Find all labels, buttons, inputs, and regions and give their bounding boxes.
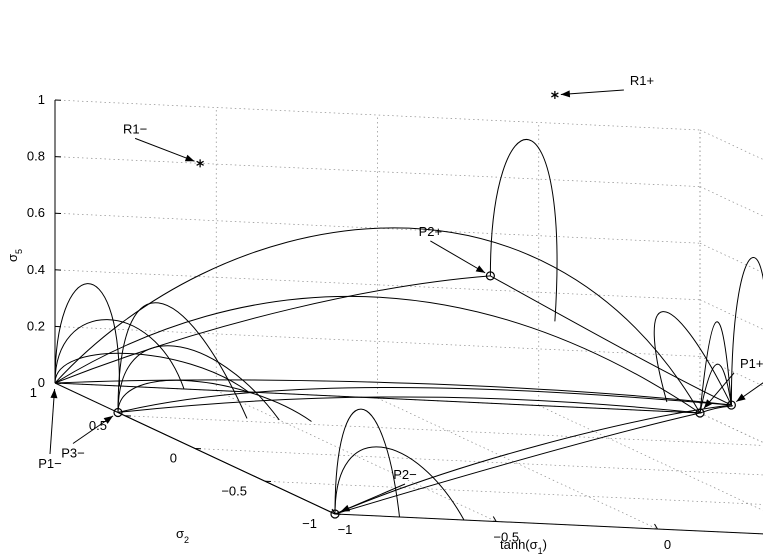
trajectory-line: [54, 295, 701, 414]
point-label: P1+: [740, 356, 763, 371]
equilibrium-marker: [695, 408, 705, 418]
trajectory-line: [54, 275, 491, 384]
y-axis-label: σ2: [176, 526, 189, 545]
trajectory-line: [653, 311, 732, 406]
asterisk-marker: [551, 90, 559, 99]
trajectory-line: [54, 227, 701, 414]
trajectory-line: [54, 352, 249, 393]
x-tick-label: −0.5: [493, 530, 519, 545]
trajectory-layer: [54, 138, 763, 521]
trajectory-line: [117, 386, 732, 413]
marker-layer: [113, 90, 736, 519]
trajectory-line: [334, 404, 732, 515]
z-tick-label: 0.4: [27, 262, 45, 277]
trajectory-line: [334, 408, 400, 518]
annotation-arrow: [430, 240, 486, 274]
point-label: P1−: [38, 456, 62, 471]
trajectory-line: [54, 379, 732, 406]
annotation-arrow: [560, 89, 624, 96]
annotation-arrow: [49, 388, 56, 455]
annotation-arrowhead: [50, 388, 58, 399]
grid-line: [699, 242, 763, 274]
trajectory-line: [117, 379, 312, 422]
annotation-arrowhead: [184, 154, 195, 162]
y-tick-label: 0: [170, 451, 177, 466]
x-tick-label: 0: [664, 537, 671, 552]
annotation-layer: P1+P1−P2+P2−P3+P3−R1+R1−: [38, 73, 763, 513]
grid-line: [699, 412, 763, 443]
trajectory-line: [117, 396, 701, 414]
y-tick-label: −1: [302, 516, 317, 531]
equilibrium-marker: [113, 407, 123, 418]
trajectory-line: [489, 138, 558, 322]
y-tick-label: 0.5: [89, 418, 107, 433]
grid-line: [699, 129, 763, 160]
annotation-arrow: [134, 137, 195, 162]
z-tick-label: 0.2: [27, 318, 45, 333]
trajectory-line: [699, 321, 732, 414]
point-label: R1+: [630, 73, 654, 88]
trajectory-line: [334, 446, 465, 521]
annotation-arrowhead: [340, 504, 351, 512]
annotation-arrow: [736, 382, 763, 403]
equilibrium-marker: [726, 400, 736, 410]
z-axis-label: σ5: [5, 249, 24, 262]
trajectory-line: [490, 275, 732, 406]
asterisk-marker: [196, 159, 204, 168]
trajectory-line: [699, 363, 732, 414]
y-tick-label: −0.5: [221, 483, 247, 498]
point-label: R1−: [123, 121, 147, 136]
grid-line: [377, 397, 658, 530]
front-edge-line: [54, 382, 701, 414]
point-label: P2−: [393, 467, 417, 482]
grid-line: [699, 186, 763, 217]
equilibrium-marker: [485, 271, 495, 281]
point-label: P2+: [419, 224, 443, 239]
grid-line: [194, 448, 763, 476]
x-tick-mark: [654, 523, 658, 530]
annotation-arrowhead: [103, 415, 114, 424]
annotation-arrowhead: [703, 399, 713, 409]
grid-line: [334, 513, 763, 535]
trajectory-line: [54, 283, 120, 387]
annotation-arrow: [340, 483, 406, 513]
grid-line: [216, 390, 497, 522]
grid-line: [264, 480, 763, 505]
grid-line: [54, 99, 701, 131]
z-tick-label: 1: [38, 92, 45, 107]
trajectory-line: [699, 404, 733, 414]
trajectory-line: [117, 345, 280, 421]
tick-label-layer: 00.20.40.60.81−1−0.500.51−1−0.500.51: [27, 92, 671, 552]
trajectory-line: [117, 412, 336, 515]
grid-line: [699, 412, 763, 443]
x-tick-mark: [331, 508, 336, 515]
x-axis-label: tanh(σ1): [500, 537, 547, 556]
z-tick-label: 0: [38, 375, 45, 390]
x-tick-mark: [492, 516, 497, 522]
equilibrium-marker: [330, 509, 340, 519]
annotation-arrowhead: [736, 393, 746, 402]
annotation-arrowhead: [560, 90, 571, 98]
x-axis-line: [334, 513, 763, 535]
z-tick-label: 0.8: [27, 149, 45, 164]
z-tick-label: 0.6: [27, 205, 45, 220]
trajectory-line: [334, 412, 701, 515]
trajectory-line: [730, 257, 763, 406]
point-label: P3−: [61, 445, 85, 460]
x-tick-label: −1: [338, 522, 353, 537]
y-tick-label: 1: [30, 385, 37, 400]
annotation-arrowhead: [475, 265, 486, 273]
trajectory-line: [117, 302, 248, 419]
